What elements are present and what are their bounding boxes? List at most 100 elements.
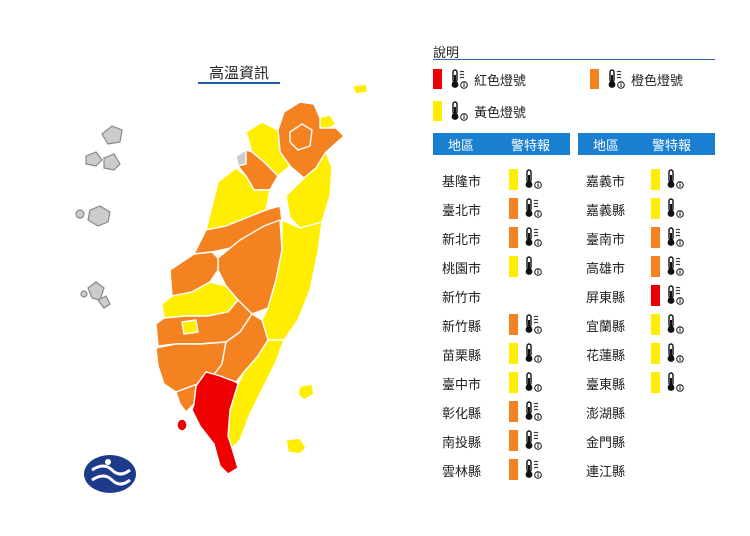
warning-color-bar: [509, 458, 518, 480]
warning-color-bar: [651, 371, 660, 393]
thermometer-icon: [525, 430, 542, 450]
thermometer-icon: [525, 169, 542, 189]
region-name: 臺中市: [442, 378, 482, 393]
legend-swatch: [433, 69, 442, 89]
region-guishan-island: [351, 83, 369, 95]
table-row: 屏東縣: [586, 284, 716, 306]
region-name: 基隆市: [442, 175, 482, 190]
thermometer-icon: [667, 285, 684, 305]
table-left-header: 地區 警特報: [433, 133, 570, 155]
legend-item-red: 紅色燈號: [433, 68, 526, 90]
region-chiayi-city: [181, 319, 199, 335]
map-title-underline: [198, 82, 280, 84]
thermometer-icon: [667, 372, 684, 392]
legend-label: 黃色燈號: [474, 105, 527, 121]
warning-color-bar: [509, 429, 518, 451]
region-name: 花蓮縣: [586, 349, 626, 364]
table-row: 金門縣: [586, 429, 716, 451]
thermometer-icon: [608, 69, 625, 89]
warning-color-bar: [509, 255, 518, 277]
warning-indicator-orange: [509, 226, 544, 248]
legend-divider: [433, 59, 715, 60]
region-liuqiu: [176, 418, 188, 432]
table-row: 南投縣: [442, 429, 572, 451]
region-name: 臺北市: [442, 204, 482, 219]
thermometer-icon: [451, 69, 468, 89]
table-row: 花蓮縣: [586, 342, 716, 364]
region-name: 臺南市: [586, 233, 626, 248]
thermometer-icon: [667, 343, 684, 363]
warning-indicator-yellow: [651, 197, 686, 219]
legend-swatch: [433, 101, 442, 121]
thermometer-icon: [525, 343, 542, 363]
warning-indicator-yellow: [509, 371, 544, 393]
warning-color-bar: [509, 313, 518, 335]
thermometer-icon: [525, 256, 542, 276]
region-name: 金門縣: [586, 436, 626, 451]
legend-item-yellow: 黃色燈號: [433, 100, 526, 122]
map-title: 高溫資訊: [208, 64, 269, 82]
table-row: 宜蘭縣: [586, 313, 716, 335]
table-row: 雲林縣: [442, 458, 572, 480]
region-name: 連江縣: [586, 465, 626, 480]
table-row: 臺南市: [586, 226, 716, 248]
table-row: 臺北市: [442, 197, 572, 219]
region-orchid-island: [285, 437, 307, 455]
thermometer-icon: [525, 314, 542, 334]
warning-color-bar: [651, 197, 660, 219]
warning-color-bar: [651, 313, 660, 335]
region-hsinchu-city: [235, 149, 247, 167]
warning-color-bar: [651, 342, 660, 364]
region-name: 新竹縣: [442, 320, 482, 335]
warning-indicator-orange: [509, 313, 544, 335]
table-row: 彰化縣: [442, 400, 572, 422]
warning-color-bar: [509, 197, 518, 219]
thermometer-icon: [525, 401, 542, 421]
table-row: 基隆市: [442, 168, 572, 190]
column-warning: 警特報: [652, 138, 692, 154]
region-name: 彰化縣: [442, 407, 482, 422]
thermometer-icon: [667, 169, 684, 189]
thermometer-icon: [667, 198, 684, 218]
region-penghu: [75, 125, 123, 309]
table-row: 新竹縣: [442, 313, 572, 335]
table-row: 高雄市: [586, 255, 716, 277]
thermometer-icon: [525, 198, 542, 218]
warning-indicator-orange: [651, 255, 686, 277]
legend-swatch: [590, 69, 599, 89]
thermometer-icon: [667, 256, 684, 276]
thermometer-icon: [667, 314, 684, 334]
warning-indicator-yellow: [651, 168, 686, 190]
region-name: 南投縣: [442, 436, 482, 451]
table-row: 臺東縣: [586, 371, 716, 393]
warning-indicator-orange: [509, 400, 544, 422]
table-row: 新竹市: [442, 284, 572, 306]
region-name: 高雄市: [586, 262, 626, 277]
agency-logo: [84, 455, 136, 493]
warning-indicator-yellow: [509, 255, 544, 277]
table-right-header: 地區 警特報: [578, 133, 715, 155]
region-taipei: [289, 123, 313, 151]
table-row: 嘉義縣: [586, 197, 716, 219]
region-name: 新竹市: [442, 291, 482, 306]
table-row: 嘉義市: [586, 168, 716, 190]
column-warning: 警特報: [511, 138, 551, 154]
warning-color-bar: [651, 168, 660, 190]
warning-color-bar: [651, 284, 660, 306]
table-row: 臺中市: [442, 371, 572, 393]
table-row: 連江縣: [586, 458, 716, 480]
warning-indicator-yellow: [509, 168, 544, 190]
region-pingtung: [191, 371, 239, 475]
table-row: 新北市: [442, 226, 572, 248]
warning-color-bar: [509, 342, 518, 364]
warning-indicator-yellow: [651, 342, 686, 364]
region-name: 澎湖縣: [586, 407, 626, 422]
thermometer-icon: [451, 101, 468, 121]
table-row: 苗栗縣: [442, 342, 572, 364]
region-name: 嘉義市: [586, 175, 626, 190]
region-name: 桃園市: [442, 262, 482, 277]
region-name: 宜蘭縣: [586, 320, 626, 335]
legend-item-orange: 橙色燈號: [590, 68, 683, 90]
thermometer-icon: [667, 227, 684, 247]
warning-color-bar: [651, 226, 660, 248]
